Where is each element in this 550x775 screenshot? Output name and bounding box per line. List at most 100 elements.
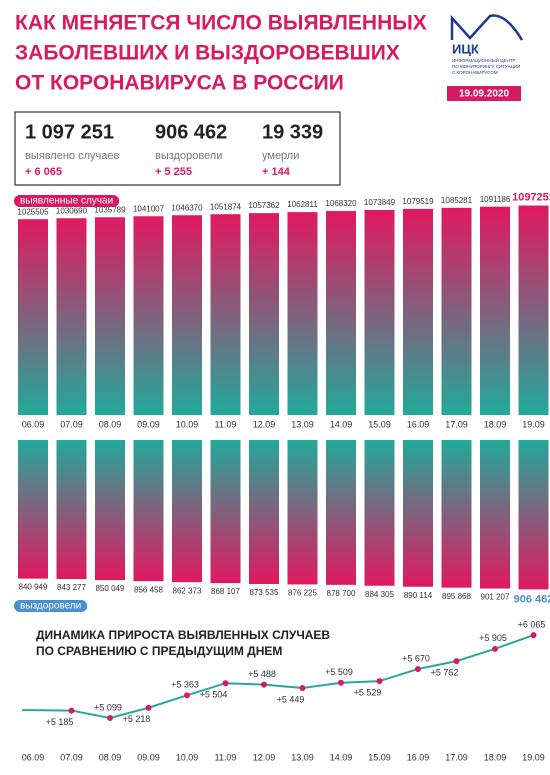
x-tick-label: 19.09: [522, 419, 545, 429]
x-tick-label: 18.09: [484, 752, 507, 762]
stat-delta: + 5 255: [155, 166, 192, 178]
bar: [56, 440, 87, 580]
bar: [441, 440, 472, 588]
logo-caption: С КОРОНАВИРУСОМ: [452, 70, 498, 75]
logo-text: ИЦК: [452, 41, 479, 56]
x-tick-label: 06.09: [22, 752, 45, 762]
x-tick-label: 10.09: [176, 752, 199, 762]
value-label: 1062811: [287, 200, 318, 209]
stat-label: умерли: [262, 150, 299, 162]
logo-caption: ПО МОНИТОРИНГУ СИТУАЦИИ: [452, 64, 520, 69]
legend-pill: [14, 195, 120, 207]
value-label: +5 488: [248, 669, 276, 679]
stat-value: 1 097 251: [25, 121, 114, 143]
value-label: +5 762: [431, 667, 459, 677]
value-label: 1057362: [248, 201, 280, 210]
stat-label: выявлено случаев: [25, 150, 119, 162]
point: [338, 679, 344, 686]
x-tick-label: 18.09: [484, 419, 507, 429]
legend-label: выявленные случаи: [20, 196, 113, 207]
x-tick-label: 15.09: [368, 419, 391, 429]
value-label: +5 504: [200, 690, 228, 700]
value-label: 1085281: [441, 196, 473, 205]
bar: [326, 440, 356, 585]
bar: [133, 440, 164, 582]
value-label: +5 529: [354, 687, 382, 697]
logo-shape: [450, 14, 524, 41]
value-label: +5 509: [325, 667, 353, 677]
bar: [210, 214, 241, 415]
chart-title: ПО СРАВНЕНИЮ С ПРЕДЫДУЩИМ ДНЕМ: [36, 644, 282, 658]
bar: [95, 217, 125, 415]
x-tick-label: 13.09: [291, 752, 314, 762]
bar: [210, 440, 241, 584]
bar: [56, 218, 87, 415]
stat-delta: + 6 065: [25, 166, 62, 178]
x-tick-label: 11.09: [215, 752, 237, 762]
bar: [480, 206, 510, 415]
x-tick-label: 13.09: [291, 419, 314, 429]
value-label: 868 107: [211, 587, 240, 596]
point: [415, 666, 421, 672]
point: [376, 678, 383, 685]
point: [222, 680, 229, 687]
stat-value: 19 339: [262, 121, 323, 143]
value-label: +5 905: [479, 633, 507, 643]
bar: [364, 440, 395, 586]
value-label: +5 099: [94, 702, 122, 712]
title-line: ЗАБОЛЕВШИХ И ВЫЗДОРОВЕВШИХ: [15, 42, 400, 65]
x-tick-label: 16.09: [407, 752, 430, 762]
point: [184, 692, 190, 699]
x-tick-label: 14.09: [330, 419, 353, 429]
bar: [172, 215, 202, 415]
point: [107, 714, 113, 721]
bar: [172, 440, 202, 583]
stat-value: 906 462: [155, 121, 227, 143]
bar: [441, 207, 472, 415]
bar: [518, 205, 549, 415]
bar: [287, 212, 318, 415]
bar: [133, 216, 164, 415]
value-label: 890 114: [404, 591, 433, 600]
x-tick-label: 16.09: [407, 419, 430, 429]
x-tick-label: 19.09: [522, 752, 545, 762]
value-label: 876 225: [288, 589, 317, 598]
value-label: +5 449: [277, 694, 305, 704]
value-label: +5 363: [171, 680, 199, 690]
x-tick-label: 17.09: [445, 752, 468, 762]
value-label: +5 185: [46, 717, 74, 727]
value-label: 895 868: [442, 592, 471, 601]
point: [492, 645, 498, 652]
x-tick-label: 08.09: [99, 752, 122, 762]
point: [299, 684, 306, 691]
logo: ИЦК ИНФОРМАЦИОННЫЙ ЦЕНТР ПО МОНИТОРИНГУ …: [450, 14, 524, 75]
bar: [249, 440, 279, 584]
value-label: 1046370: [171, 203, 203, 212]
date: 19.09.2020: [459, 89, 509, 100]
bar: [403, 440, 433, 587]
title-line: ОТ КОРОНАВИРУСА В РОССИИ: [15, 72, 344, 95]
bar: [326, 211, 356, 415]
bar: [18, 219, 48, 415]
x-tick-label: 12.09: [253, 752, 276, 762]
bar: [287, 440, 318, 585]
value-label: 878 700: [327, 589, 356, 598]
bar: [18, 440, 48, 579]
legend-pill: [14, 600, 88, 612]
title-line: КАК МЕНЯЕТСЯ ЧИСЛО ВЫЯВЛЕННЫХ: [15, 12, 427, 35]
x-tick-label: 08.09: [99, 419, 122, 429]
value-label: 1025505: [17, 207, 49, 216]
chart-title: ДИНАМИКА ПРИРОСТА ВЫЯВЛЕННЫХ СЛУЧАЕВ: [36, 628, 330, 642]
legend-label: выздоровели: [20, 601, 81, 612]
value-label: 1051874: [210, 202, 242, 211]
line: [32, 634, 534, 719]
bar: [480, 440, 510, 589]
value-label: +5 218: [123, 714, 151, 724]
value-label: +6 065: [518, 620, 546, 630]
value-label: 856 458: [134, 585, 163, 594]
bar: [249, 213, 279, 415]
date-badge: [447, 86, 521, 101]
value-label: 840 949: [19, 583, 48, 592]
value-label: 884 305: [365, 590, 394, 599]
x-tick-label: 11.09: [215, 419, 237, 429]
